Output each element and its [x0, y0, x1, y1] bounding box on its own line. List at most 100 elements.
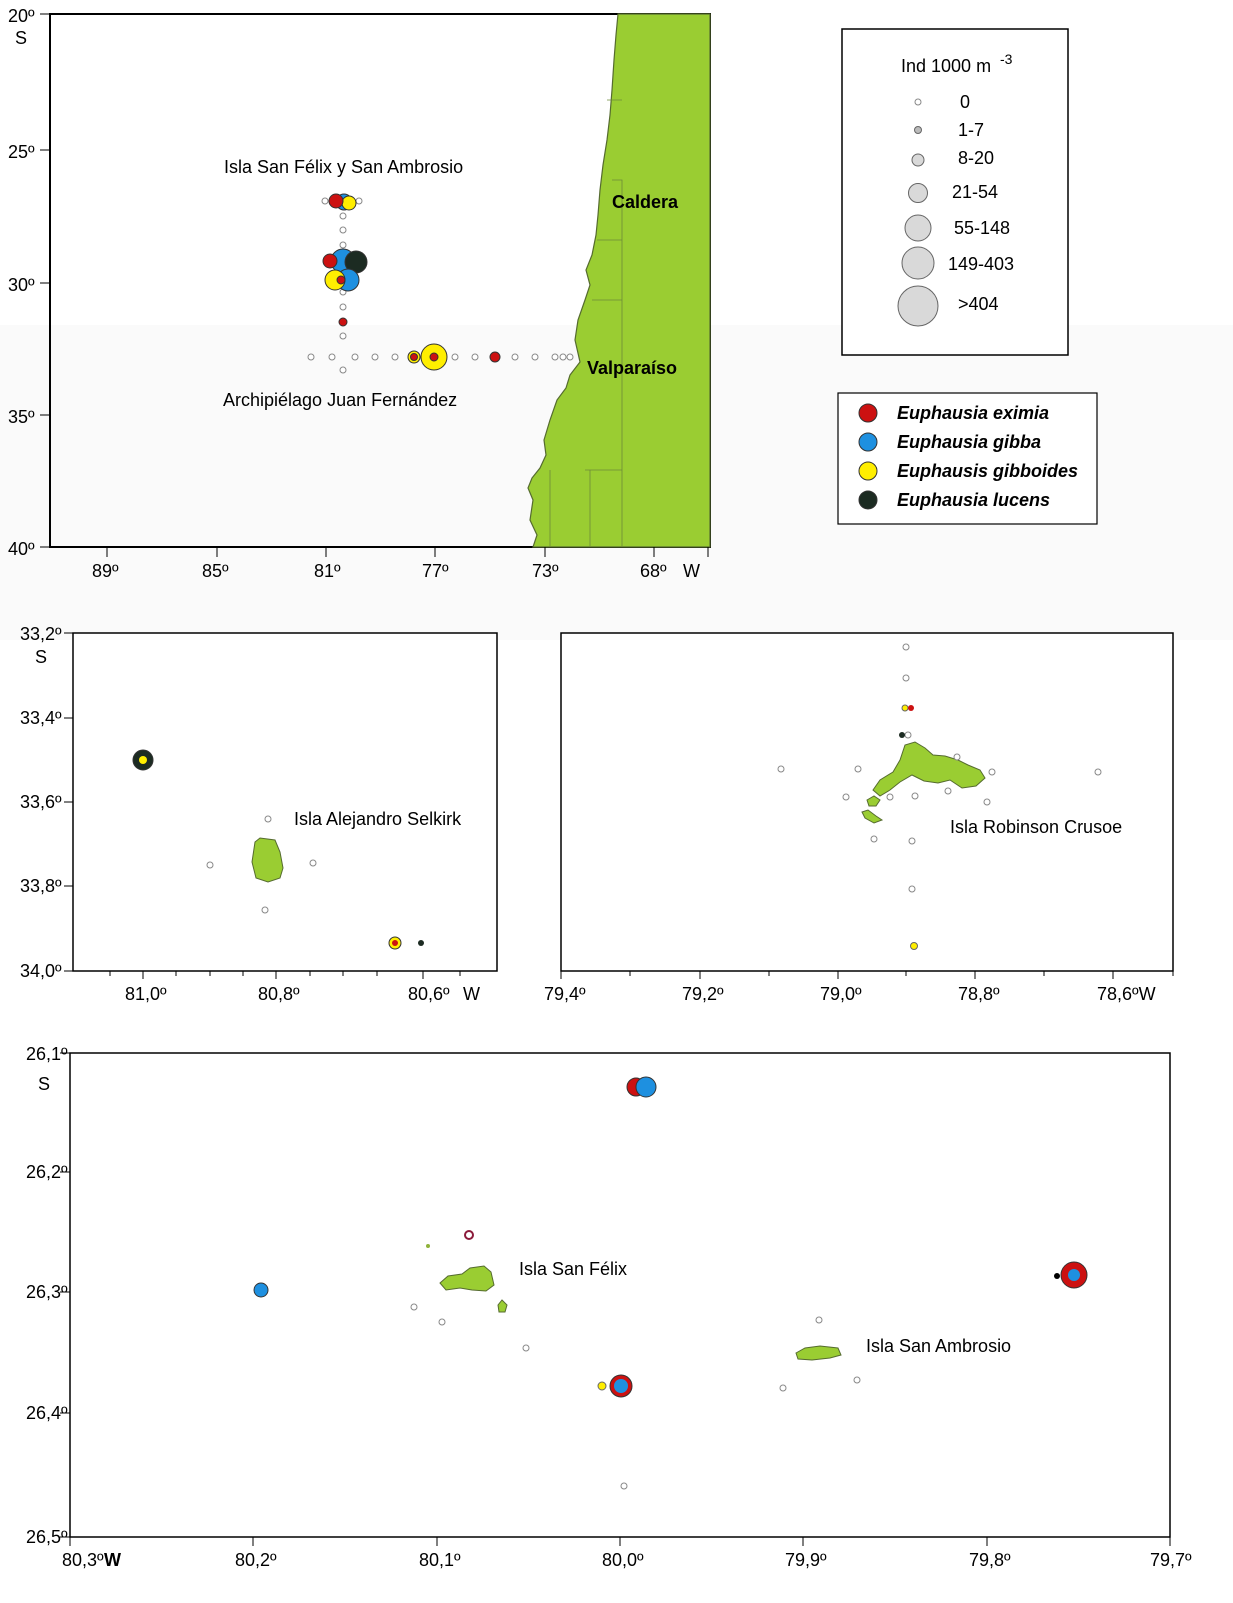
main-lon-label-73: 73º: [532, 561, 559, 581]
main-map-lon-axis: 89º 85º 81º 77º 73º 68º W: [92, 547, 709, 581]
station-empty: [339, 226, 347, 234]
station-eximia: [338, 317, 348, 327]
main-species-stations: [322, 193, 501, 371]
legend-swatch-eximia: [858, 403, 878, 423]
sanfelix-lon-label: 79,7º: [1150, 1550, 1192, 1570]
size-class-label: 8-20: [958, 148, 994, 168]
sanfelix-lon-label: 80,1º: [419, 1550, 461, 1570]
san-felix-island: [439, 1265, 495, 1292]
sanfelix-lon-label: 80,3º: [62, 1550, 104, 1570]
species-legend-frame: [837, 392, 1098, 525]
sanfelix-frame: [69, 1052, 1171, 1538]
santa-clara-islet: [861, 809, 884, 824]
main-lat-hemisphere: S: [15, 28, 27, 48]
station-empty: [902, 643, 910, 651]
size-legend-title: Ind 1000 m: [901, 56, 991, 76]
station-gibba: [253, 1282, 269, 1298]
station-empty: [328, 353, 336, 361]
label-caldera: Caldera: [612, 192, 679, 212]
station-gibboides: [341, 195, 357, 211]
station-empty: [983, 798, 991, 806]
station-eximia: [489, 351, 501, 363]
main-map: 20º S 25º 30º 35º 40º 89º 85º 81º 77º 73…: [8, 6, 711, 581]
selkirk-lon-hemisphere: W: [463, 984, 480, 1004]
label-san-felix-group: Isla San Félix y San Ambrosio: [224, 157, 463, 177]
station-empty: [339, 332, 347, 340]
station-eximia: [410, 353, 418, 361]
sanfelix-lat-label: 26,2º: [26, 1162, 68, 1182]
selkirk-lat-label: 33,2º: [20, 624, 62, 644]
size-class-symbol: [901, 246, 935, 280]
size-class-label: 55-148: [954, 218, 1010, 238]
robinson-islet: [866, 795, 881, 807]
station-empty: [339, 212, 347, 220]
legend-swatch-gibba: [858, 432, 878, 452]
legend-swatch-gibboides: [858, 461, 878, 481]
label-valparaiso: Valparaíso: [587, 358, 677, 378]
sanfelix-lat-label: 26,1º: [26, 1044, 68, 1064]
station-empty: [854, 765, 862, 773]
station-empty: [870, 835, 878, 843]
station-lucens: [899, 732, 905, 738]
size-class-symbol: [908, 183, 928, 203]
station-empty: [1094, 768, 1102, 776]
station-empty: [261, 906, 269, 914]
station-empty: [902, 674, 910, 682]
label-juan-fernandez: Archipiélago Juan Fernández: [223, 390, 457, 410]
size-class-symbol: [914, 126, 922, 134]
main-lat-label-40: 40º: [8, 539, 35, 559]
size-legend-frame: [841, 28, 1069, 356]
station-empty: [908, 837, 916, 845]
station-empty: [777, 765, 785, 773]
size-class-symbol: [914, 98, 922, 106]
station-empty: [815, 1316, 823, 1324]
robinson-lon-label: 78,6ºW: [1097, 984, 1156, 1004]
main-map-lat-axis: 20º S 25º 30º 35º 40º: [8, 6, 50, 559]
station-gibboides: [139, 756, 147, 764]
station-empty: [531, 353, 539, 361]
sanfelix-lon-hemisphere: W: [104, 1550, 121, 1570]
size-class-label: 0: [960, 92, 970, 112]
station-empty: [206, 861, 214, 869]
station-empty: [904, 731, 912, 739]
main-lat-label-25: 25º: [8, 142, 35, 162]
selkirk-lat-label: 33,4º: [20, 708, 62, 728]
selkirk-lat-label: 33,6º: [20, 792, 62, 812]
station-eximia: [908, 705, 914, 711]
station-lucens: [1054, 1273, 1060, 1279]
main-lon-label-68: 68º: [640, 561, 667, 581]
selkirk-lon-label: 80,6º: [408, 984, 450, 1004]
robinson-frame: [560, 632, 1174, 972]
station-empty: [779, 1384, 787, 1392]
station-eximia: [336, 275, 346, 285]
selkirk-frame: [72, 632, 498, 972]
selkirk-island: [251, 837, 284, 883]
sanfelix-lat-hemisphere: S: [38, 1074, 50, 1094]
station-empty: [438, 1318, 446, 1326]
san-ambrosio-island: [795, 1345, 842, 1361]
legend-label-gibba: Euphausia gibba: [897, 432, 1041, 452]
main-map-region-borders: [549, 99, 623, 547]
main-lat-label-35: 35º: [8, 407, 35, 427]
sanfelix-lat-label: 26,5º: [26, 1527, 68, 1547]
station-empty: [908, 885, 916, 893]
sanfelix-lat-label: 26,4º: [26, 1403, 68, 1423]
station-gibboides: [910, 942, 918, 950]
sanfelix-lon-label: 79,8º: [969, 1550, 1011, 1570]
station-empty: [309, 859, 317, 867]
station-empty: [522, 1344, 530, 1352]
main-empty-stations: [307, 197, 574, 374]
station-empty: [471, 353, 479, 361]
san-felix-label: Isla San Félix: [519, 1259, 627, 1279]
robinson-inset: 79,4º 79,2º 79,0º 78,8º 78,6ºW Isla Robi…: [544, 632, 1174, 1004]
sanfelix-lat-label: 26,3º: [26, 1282, 68, 1302]
legend-label-eximia: Euphausia eximia: [897, 403, 1049, 423]
station-gibba: [1068, 1269, 1080, 1281]
station-empty: [355, 197, 363, 205]
size-class-symbol: [904, 214, 932, 242]
station-empty: [511, 353, 519, 361]
station-empty: [842, 793, 850, 801]
species-legend: Euphausia eximia Euphausia gibba Euphaus…: [837, 392, 1098, 525]
station-gibba: [635, 1076, 657, 1098]
